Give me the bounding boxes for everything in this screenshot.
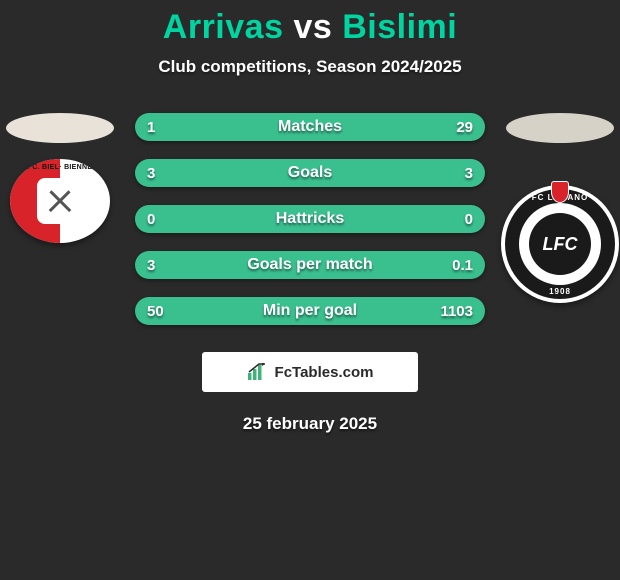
badge-lugano-monogram: LFC	[543, 236, 578, 252]
bar-chart-icon	[247, 363, 269, 381]
player1-club-badge: FC. BIEL· BIENNE	[10, 159, 110, 243]
stat-label: Hattricks	[276, 210, 344, 228]
stat-row: 50 Min per goal 1103	[135, 297, 485, 325]
player2-head-silhouette	[506, 113, 614, 143]
fctables-brand-text: FcTables.com	[275, 364, 374, 381]
vs-text: vs	[293, 8, 332, 46]
stat-p1-value: 50	[147, 303, 164, 320]
badge-lugano-bottom-text: 1908	[549, 287, 571, 296]
stat-row: 3 Goals per match 0.1	[135, 251, 485, 279]
fctables-brand-box: FcTables.com	[202, 352, 418, 392]
stat-p1-value: 3	[147, 257, 155, 274]
date-text: 25 february 2025	[0, 414, 620, 434]
player1-head-silhouette	[6, 113, 114, 143]
page-title: Arrivas vs Bislimi	[0, 8, 620, 47]
stat-p2-value: 3	[465, 165, 473, 182]
player1-avatar-zone: FC. BIEL· BIENNE	[0, 109, 120, 339]
stat-p2-value: 0.1	[452, 257, 473, 274]
stat-rows: 1 Matches 29 3 Goals 3 0 Hattricks 0 3 G…	[135, 113, 485, 343]
lugano-crest-icon	[551, 181, 569, 203]
badge-biel-text: FC. BIEL· BIENNE	[10, 164, 110, 171]
stat-p1-value: 0	[147, 211, 155, 228]
stat-row: 0 Hattricks 0	[135, 205, 485, 233]
stat-label: Goals	[288, 164, 332, 182]
stat-label: Goals per match	[247, 256, 372, 274]
stat-row: 3 Goals 3	[135, 159, 485, 187]
stat-p1-value: 1	[147, 119, 155, 136]
stat-label: Matches	[278, 118, 342, 136]
stat-row: 1 Matches 29	[135, 113, 485, 141]
player2-avatar-zone: FC LUGANO LFC 1908	[500, 109, 620, 339]
player2-name: Bislimi	[342, 8, 457, 46]
stat-p2-value: 0	[465, 211, 473, 228]
subtitle: Club competitions, Season 2024/2025	[0, 57, 620, 77]
comparison-panel: FC. BIEL· BIENNE FC LUGANO LFC 1908 1 Ma…	[0, 113, 620, 343]
player1-name: Arrivas	[163, 8, 284, 46]
player2-club-badge: FC LUGANO LFC 1908	[501, 185, 619, 303]
stat-label: Min per goal	[263, 302, 357, 320]
stat-p2-value: 1103	[440, 303, 473, 320]
stat-p1-value: 3	[147, 165, 155, 182]
stat-p2-value: 29	[456, 119, 473, 136]
